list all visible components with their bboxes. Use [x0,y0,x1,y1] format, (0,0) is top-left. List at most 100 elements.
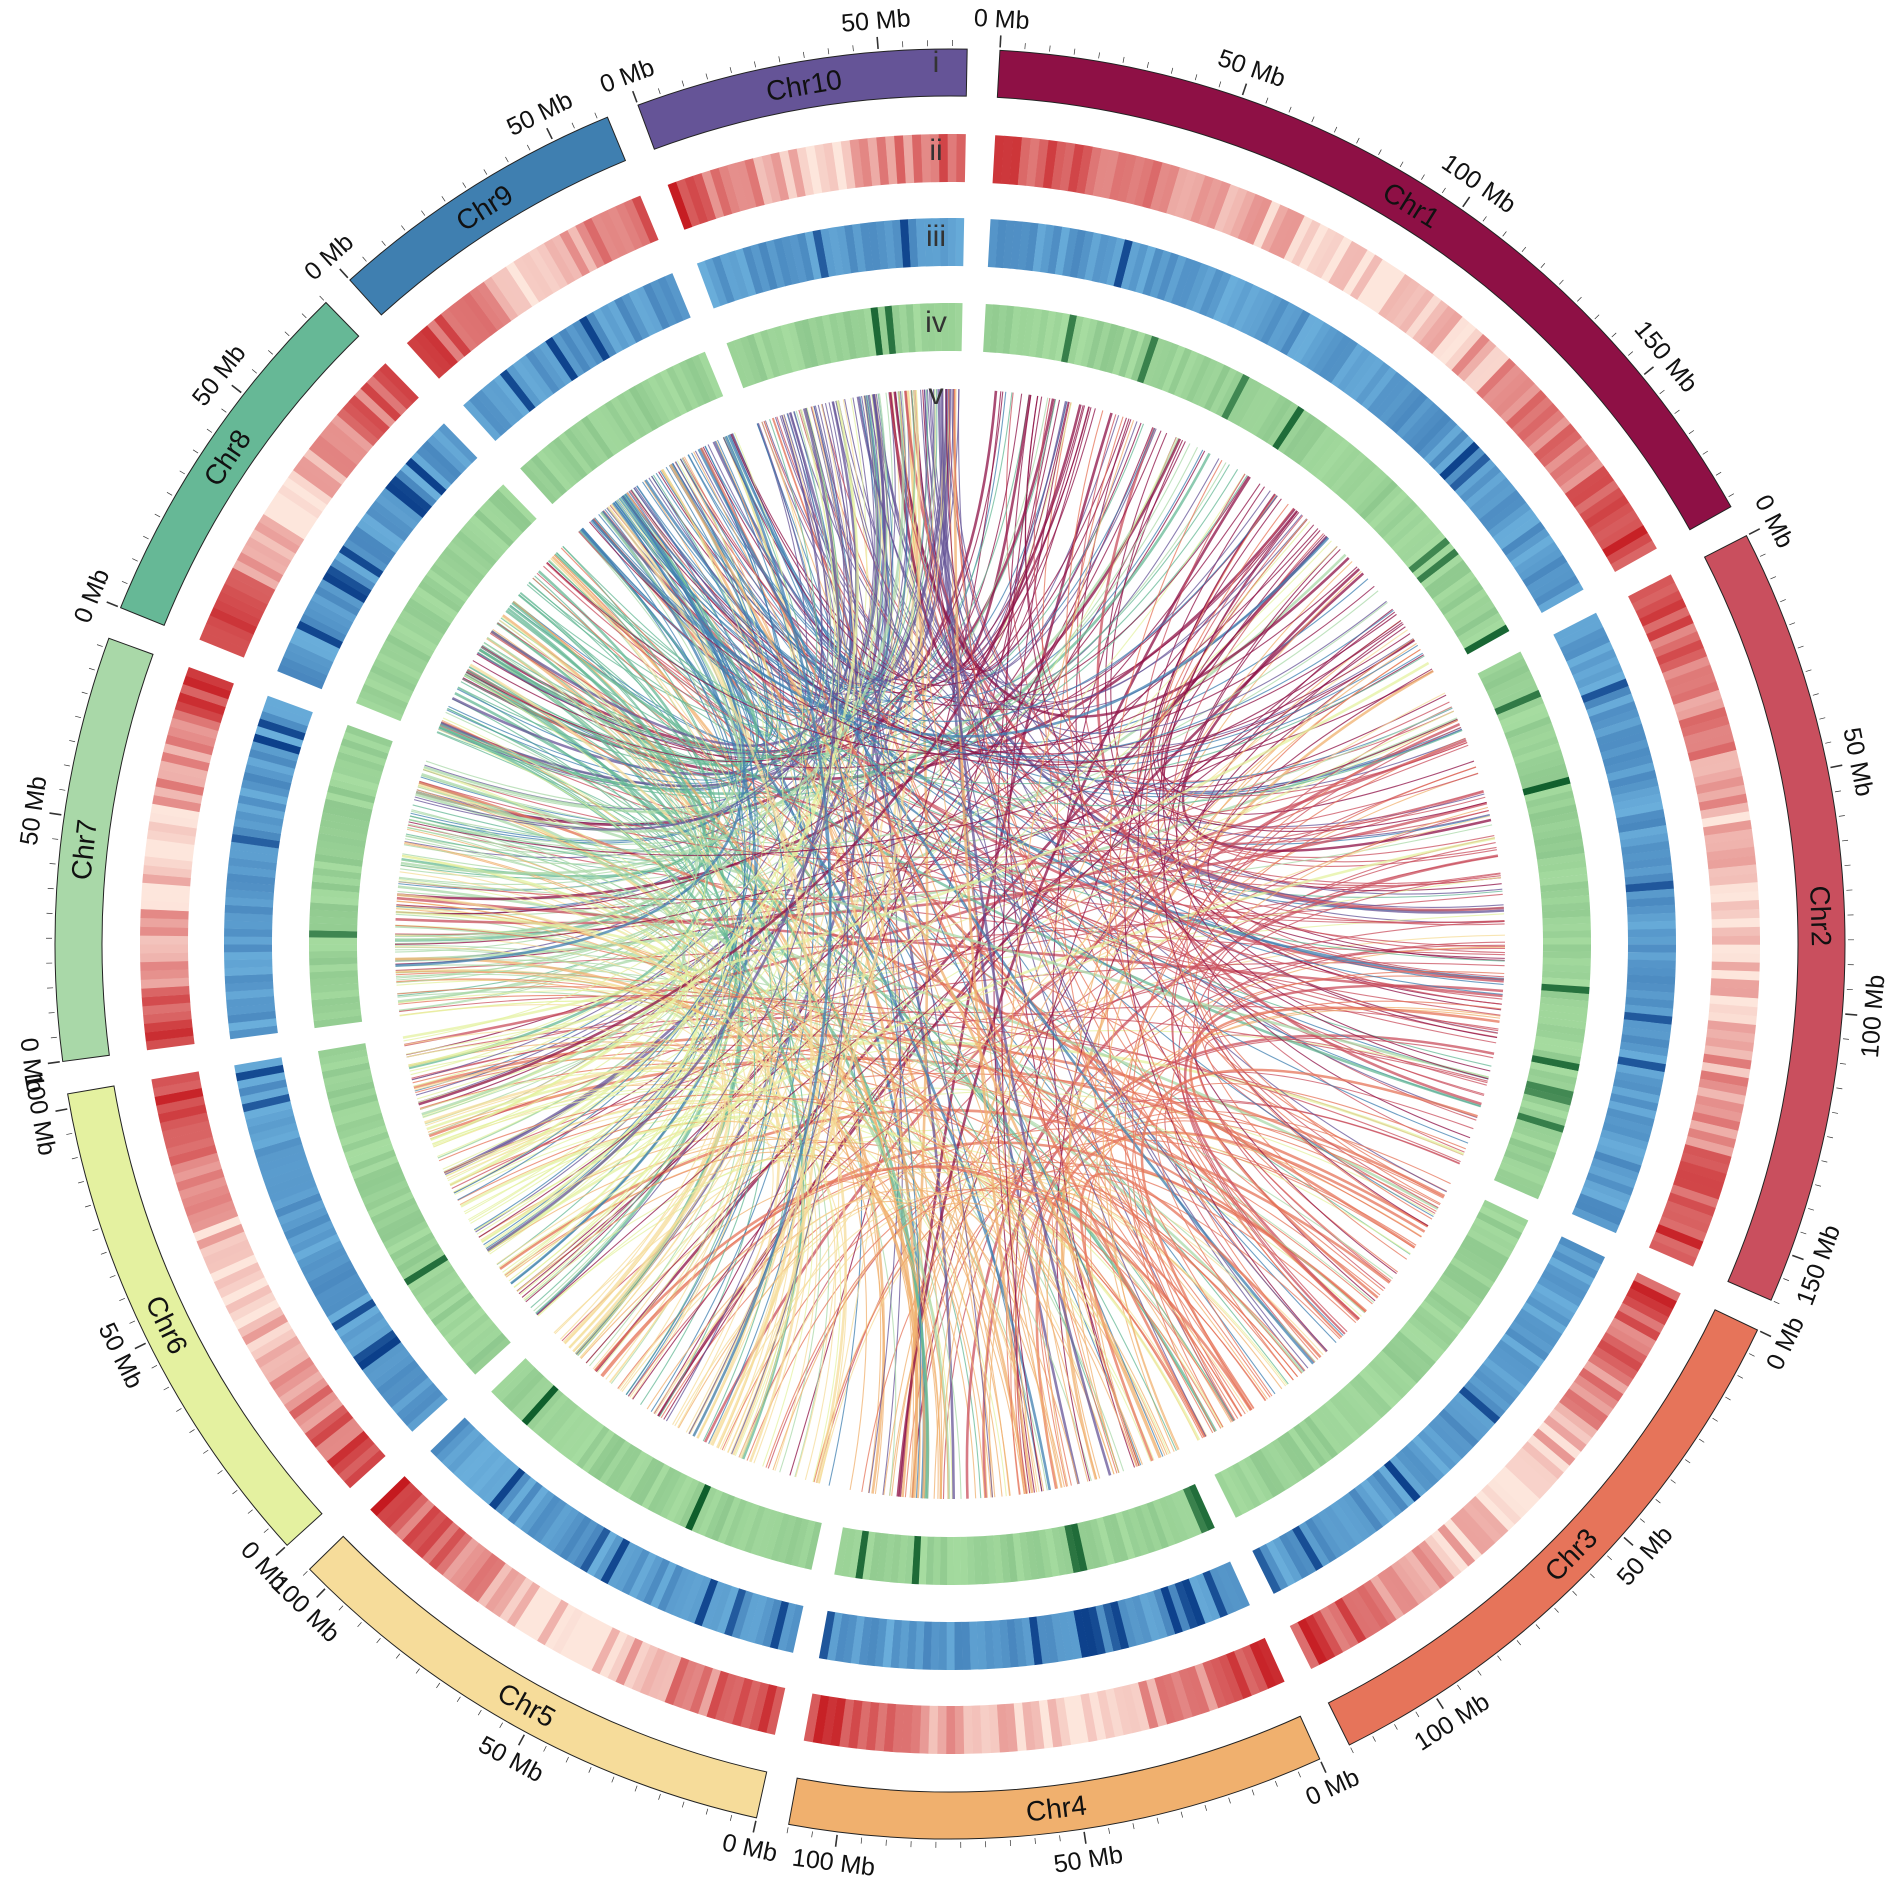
major-tick [134,1342,147,1350]
gene-density-bin [1013,1702,1027,1752]
snp-density-bin [925,1536,935,1585]
synteny-link [546,562,1498,1038]
snp-density-bin [1541,902,1591,913]
synteny-link [1109,806,1489,1451]
synteny-link [395,973,733,1367]
snp-density-bin [1508,729,1557,752]
repeat-density-bin [1124,1597,1145,1646]
repeat-density-bin [858,1616,873,1666]
gene-density-bin [536,1599,569,1646]
density-tracks [140,134,1761,1755]
minor-tick [1098,52,1100,59]
snp-density-bin [1325,447,1362,490]
repeat-density-bin [331,1298,377,1331]
gene-density-bin [1691,1111,1741,1132]
tick-label: 50 Mb [474,1731,548,1789]
gene-density-bin [1487,1478,1528,1519]
snp-density-bin [598,404,631,449]
snp-density-bin [313,1015,363,1029]
repeat-density-bin [1509,1320,1554,1355]
snp-density-bin [1293,421,1328,465]
gene-density-bin [615,1637,643,1686]
snp-density-bin [622,389,653,435]
snp-density-bin [1525,790,1575,809]
minor-tick [1204,1804,1208,1811]
gene-density-bin [1249,1641,1277,1689]
gene-density-bin [623,1641,651,1689]
synteny-link [1025,395,1489,1080]
snp-density-bin [743,1505,766,1554]
repeat-density-bin [1617,1056,1666,1073]
synteny-link [401,854,699,1243]
snp-density-bin [353,1161,401,1186]
snp-density-bin [314,853,363,867]
snp-density-bin [1067,315,1085,365]
repeat-density-bin [1013,1618,1027,1667]
gene-density-bin [287,469,333,505]
major-tick [339,268,349,279]
snp-density-bin [828,313,845,362]
snp-density-bin [1536,1022,1586,1037]
snp-density-bin [318,1043,367,1059]
snp-density-bin [1025,1531,1039,1580]
minor-tick [232,1489,238,1495]
gene-density-bin [803,1693,821,1743]
snp-density-bin [1416,548,1459,584]
snp-density-bin [1185,355,1212,403]
snp-density-bin [1203,364,1231,411]
snp-density-bin [1424,559,1468,594]
minor-tick [100,1251,107,1255]
minor-tick [1394,1724,1398,1730]
gene-density-bin [395,1499,435,1541]
minor-tick [1034,1837,1036,1844]
repeat-density-bin [1036,1615,1051,1665]
snp-density-bin [1386,1340,1427,1379]
repeat-density-bin [1331,343,1365,388]
synteny-link [413,404,845,831]
synteny-link [772,1202,1171,1471]
gene-density-bin [1521,1441,1564,1480]
gene-density-bin [765,1686,786,1735]
synteny-link [731,433,1298,711]
synteny-link [1145,494,1441,1205]
snp-density-bin [691,354,718,402]
gene-density-bin [1202,1660,1227,1709]
gene-density-bin [607,206,636,254]
snp-density-bin [455,530,498,567]
repeat-density-bin [1209,1567,1236,1615]
synteny-link [1137,493,1397,1275]
snp-density-bin [1191,358,1219,406]
gene-density-bin [1186,1665,1210,1715]
snp-density-bin [389,627,435,658]
synteny-link [1057,416,1234,1422]
gene-density-bin [1635,590,1683,620]
snp-density-bin [1404,531,1446,569]
snp-density-bin [1508,1137,1556,1160]
gene-density-bin [1658,1216,1707,1242]
snp-density-bin [1496,696,1545,722]
repeat-density-bin [1611,785,1661,804]
repeat-density-bin [405,457,447,496]
repeat-density-bin [1621,840,1670,856]
repeat-density-bin [907,218,919,268]
gene-density-bin [892,1704,905,1753]
snp-density-bin [807,317,826,366]
gene-density-bin [1708,1011,1757,1026]
snp-density-bin [558,432,593,475]
snp-density-bin [376,652,423,680]
snp-density-bin [1353,1373,1392,1414]
synteny-link [772,417,1239,1419]
gene-density-bin [140,977,190,989]
gene-density-bin [484,1567,520,1613]
repeat-density-bin [693,1578,719,1627]
tick-label: 50 Mb [1214,44,1289,93]
repeat-density-bin [1028,1616,1043,1666]
gene-density-bin [1042,140,1058,189]
repeat-density-bin [671,1570,698,1618]
gene-density-bin [1563,1388,1609,1424]
synteny-link [394,443,1191,945]
snp-density-bin [691,1486,718,1534]
snp-density-bin [488,494,528,533]
snp-density-bin [511,1376,549,1417]
snp-density-bin [1048,311,1064,361]
